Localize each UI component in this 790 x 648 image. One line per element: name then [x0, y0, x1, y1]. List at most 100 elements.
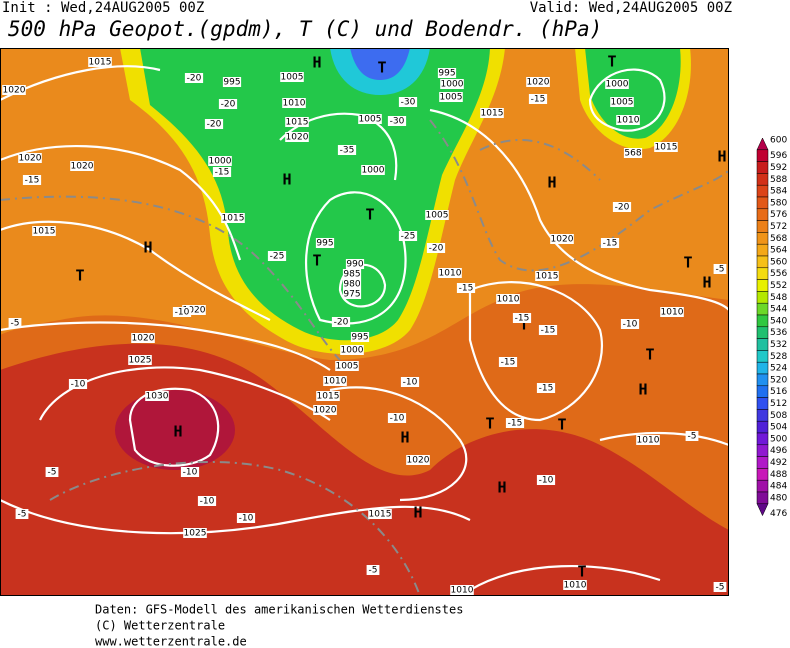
map-label: 995 [316, 239, 333, 249]
map-label: -25 [401, 232, 416, 242]
label-box [222, 77, 242, 87]
map-label: 1015 [222, 214, 245, 224]
map-label: 1000 [441, 80, 464, 90]
colorbar-cell [756, 137, 769, 151]
map-label: 1020 [19, 154, 42, 164]
label-box [342, 269, 362, 279]
colorbar-cell [756, 409, 769, 422]
low-marker: T [607, 53, 616, 71]
colorbar-cell [756, 432, 769, 446]
map-label: -20 [221, 100, 236, 110]
label-box [437, 68, 457, 78]
label-box [70, 161, 94, 171]
high-marker: H [702, 274, 711, 292]
colorbar-label: 600 [770, 136, 787, 146]
low-marker: T [75, 267, 84, 285]
colorbar-cell [756, 149, 769, 162]
label-box [180, 467, 200, 477]
label-box [236, 513, 256, 523]
label-box [18, 153, 42, 163]
label-box [563, 580, 587, 590]
map-label: -15 [603, 239, 618, 249]
map-label: -5 [688, 432, 697, 442]
map-label: 1010 [324, 377, 347, 387]
label-box [438, 268, 462, 278]
label-box [387, 413, 407, 423]
map-label: 1030 [146, 392, 169, 402]
label-box [620, 319, 640, 329]
label-box [197, 496, 217, 506]
low-marker: T [577, 563, 586, 581]
map-label: 1010 [439, 269, 462, 279]
label-box [8, 318, 22, 328]
colorbar-label: 576 [770, 210, 787, 220]
colorbar-label: 580 [770, 198, 787, 208]
label-box [526, 77, 550, 87]
label-box [285, 117, 309, 127]
label-box [267, 251, 287, 261]
map-label: 1000 [362, 166, 385, 176]
label-box [605, 79, 629, 89]
colorbar-label: 560 [770, 257, 787, 267]
map-label: 995 [351, 333, 368, 343]
map-label: 1010 [451, 586, 474, 596]
label-box [282, 98, 306, 108]
footer-url: www.wetterzentrale.de [95, 635, 247, 648]
colorbar-label: 548 [770, 293, 787, 303]
label-box [182, 305, 206, 315]
map-label: 1010 [617, 116, 640, 126]
map-label: 1010 [283, 99, 306, 109]
valid-time: Valid: Wed,24AUG2005 00Z [530, 0, 732, 16]
label-box [221, 213, 245, 223]
colorbar-cell [756, 291, 769, 304]
label-box [350, 332, 370, 342]
colorbar-cell [756, 314, 769, 328]
colorbar-label: 556 [770, 269, 787, 279]
label-box [536, 475, 556, 485]
map-label: -10 [200, 497, 215, 507]
high-marker: H [547, 174, 556, 192]
map-label: -10 [539, 476, 554, 486]
label-box [616, 115, 640, 125]
colorbar-cell [756, 503, 769, 517]
colorbar-label: 488 [770, 470, 787, 480]
map-label: -5 [48, 468, 57, 478]
colorbar-label: 532 [770, 340, 787, 350]
high-marker: H [413, 504, 422, 522]
label-box [183, 528, 207, 538]
colorbar-cell [756, 385, 769, 398]
map-label: 1005 [336, 362, 359, 372]
label-box [68, 379, 88, 389]
label-box [128, 355, 152, 365]
map-label: 990 [346, 260, 363, 270]
map-label: 1020 [286, 133, 309, 143]
high-marker: H [143, 239, 152, 257]
map-label: 1010 [661, 308, 684, 318]
colorbar-cell [756, 255, 769, 269]
colorbar-cell [756, 468, 769, 481]
map-label: -5 [11, 319, 20, 329]
label-box [440, 79, 464, 89]
high-marker: H [400, 429, 409, 447]
high-marker: H [282, 171, 291, 189]
label-box [450, 585, 474, 595]
map-label: -10 [623, 320, 638, 330]
high-marker: H [717, 148, 726, 166]
label-box [45, 467, 59, 477]
colorbar-label: 568 [770, 234, 787, 244]
label-box [342, 289, 362, 299]
footer-copyright: (C) Wetterzentrale [95, 619, 225, 633]
colorbar-cell [756, 279, 769, 292]
low-marker: T [485, 415, 494, 433]
colorbar-label: 520 [770, 375, 787, 385]
map-label: 1020 [71, 162, 94, 172]
colorbar-label: 524 [770, 364, 787, 374]
map-label: 1020 [527, 78, 550, 88]
map-label: -35 [340, 146, 355, 156]
map-label: 1015 [33, 227, 56, 237]
colorbar-label: 500 [770, 434, 787, 444]
label-box [400, 377, 420, 387]
colorbar-cell [756, 267, 769, 280]
colorbar-label: 484 [770, 482, 787, 492]
colorbar-cell [756, 350, 769, 363]
